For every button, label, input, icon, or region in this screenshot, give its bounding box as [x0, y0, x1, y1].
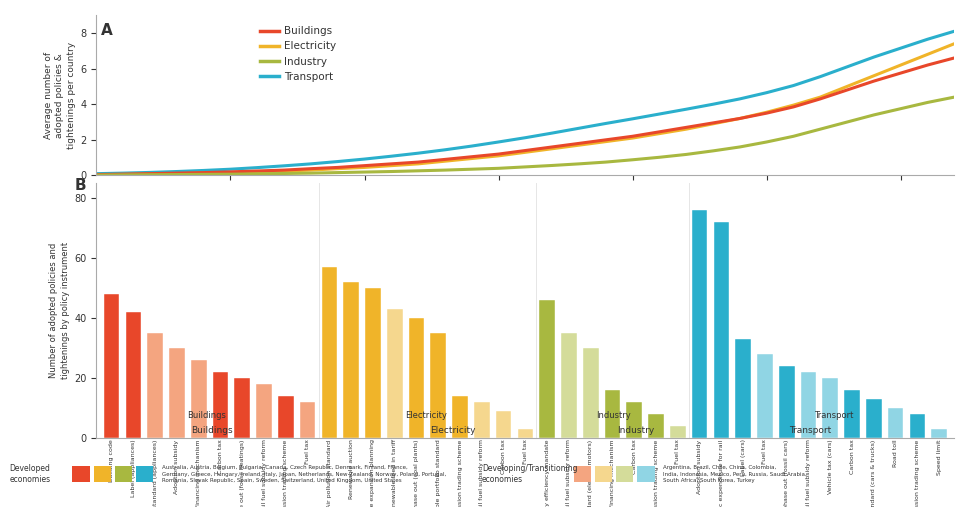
Bar [931, 429, 947, 438]
Bar [561, 333, 576, 438]
Bar [518, 429, 533, 438]
Text: Industry: Industry [596, 411, 630, 420]
Bar [583, 348, 599, 438]
Bar [431, 333, 446, 438]
Bar [757, 354, 773, 438]
Text: Industry: Industry [618, 426, 655, 435]
Bar [191, 360, 206, 438]
Bar [474, 402, 490, 438]
Bar [278, 396, 294, 438]
Y-axis label: Number of adopted policies and
tightenings by policy instrument: Number of adopted policies and tightenin… [49, 242, 70, 379]
Text: Buildings: Buildings [187, 411, 226, 420]
Text: B: B [75, 178, 87, 193]
Bar [779, 366, 794, 438]
Bar [256, 384, 272, 438]
Bar [736, 339, 751, 438]
Text: Electricity: Electricity [406, 411, 447, 420]
Bar [169, 348, 185, 438]
Bar [300, 402, 315, 438]
Bar [822, 378, 838, 438]
Text: Transport: Transport [814, 411, 853, 420]
Bar [452, 396, 468, 438]
Bar [844, 390, 860, 438]
Text: Buildings: Buildings [191, 426, 233, 435]
Bar [648, 414, 664, 438]
Y-axis label: Average number of
adopted policies &
tightenings per country: Average number of adopted policies & tig… [43, 42, 76, 149]
Bar [627, 402, 642, 438]
Bar [387, 309, 403, 438]
Bar [147, 333, 163, 438]
Bar [866, 399, 882, 438]
Bar [343, 282, 359, 438]
Text: Developing/Transitioning
economies: Developing/Transitioning economies [482, 464, 577, 484]
Text: Australia, Austria, Belgium, Bulgaria, Canada, Czech Republic, Denmark, Finland,: Australia, Austria, Belgium, Bulgaria, C… [162, 465, 446, 483]
Bar [213, 372, 228, 438]
Text: Electricity: Electricity [430, 426, 476, 435]
Bar [125, 312, 142, 438]
Text: Argentina, Brazil, Chile, China, Colombia,
India, Indonesia, Mexico, Peru, Russi: Argentina, Brazil, Chile, China, Colombi… [663, 465, 807, 483]
Bar [322, 267, 337, 438]
Bar [670, 426, 685, 438]
Bar [801, 372, 817, 438]
Bar [604, 390, 620, 438]
Bar [713, 222, 729, 438]
Bar [539, 300, 555, 438]
Bar [234, 378, 250, 438]
Text: Transport: Transport [789, 426, 831, 435]
Bar [409, 318, 424, 438]
Text: Developed
economies: Developed economies [10, 464, 51, 484]
Bar [692, 210, 708, 438]
Bar [495, 411, 512, 438]
Text: A: A [100, 23, 113, 38]
Legend: Buildings, Electricity, Industry, Transport: Buildings, Electricity, Industry, Transp… [256, 22, 340, 86]
Bar [888, 408, 903, 438]
Bar [909, 414, 925, 438]
Bar [365, 288, 381, 438]
Bar [104, 294, 120, 438]
